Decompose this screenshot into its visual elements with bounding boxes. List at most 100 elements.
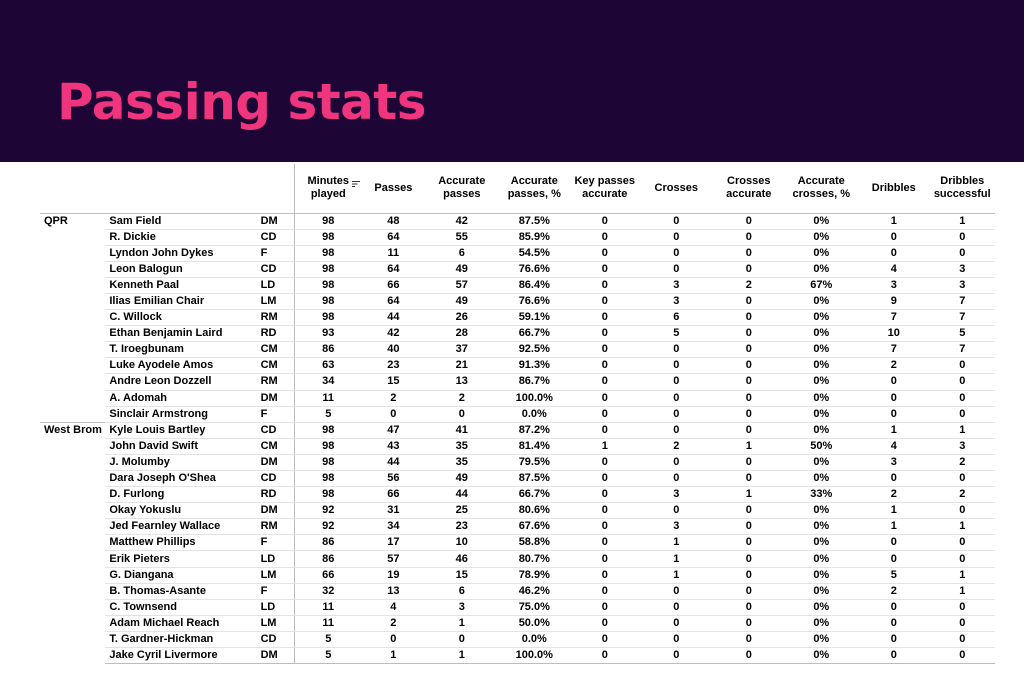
- stat-cell: 2: [858, 357, 930, 375]
- stat-cell: 0: [929, 357, 995, 375]
- stat-cell: 0%: [784, 261, 859, 278]
- stat-cell: 0: [570, 486, 640, 504]
- stat-cell: 2: [713, 277, 785, 294]
- stat-cell: 0: [570, 518, 640, 536]
- column-header-key-passes[interactable]: Key passes accurate: [570, 164, 640, 214]
- stat-cell: 85.9%: [498, 229, 571, 246]
- stat-cell: 3: [929, 261, 995, 278]
- stat-cell: 28: [425, 325, 499, 343]
- stat-cell: 0: [639, 583, 714, 600]
- column-header-minutes[interactable]: Minutes played: [294, 164, 362, 214]
- stat-cell: 0%: [784, 583, 859, 600]
- stat-cell: 92: [294, 502, 362, 520]
- stat-cell: 0: [639, 502, 714, 520]
- stat-cell: 98: [294, 486, 362, 504]
- stat-cell: 0: [570, 647, 640, 665]
- stat-cell: 0: [570, 567, 640, 584]
- player-name: G. Diangana: [105, 567, 259, 584]
- player-position: RD: [258, 325, 295, 343]
- stat-cell: 0.0%: [498, 631, 571, 649]
- column-header-accurate-passes[interactable]: Accurate passes: [425, 164, 499, 214]
- stat-cell: 67.6%: [498, 518, 571, 536]
- player-name: C. Townsend: [105, 599, 259, 616]
- stat-cell: 0: [570, 631, 640, 649]
- player-name: Dara Joseph O'Shea: [105, 470, 259, 488]
- player-position: LD: [258, 550, 295, 568]
- stat-cell: 5: [929, 325, 995, 343]
- table-row: Okay Yokuslu DM 92 31 25 80.6% 0 0 0 0% 1 0: [40, 502, 995, 520]
- stat-cell: 0%: [784, 357, 859, 375]
- stat-cell: 0: [425, 406, 499, 423]
- player-position: CM: [258, 357, 295, 375]
- column-header-crosses-accurate[interactable]: Crosses accurate: [713, 164, 785, 214]
- stat-cell: 3: [639, 486, 714, 504]
- stat-cell: 15: [361, 373, 426, 391]
- stat-cell: 0: [713, 631, 785, 649]
- stat-cell: 0: [713, 599, 785, 616]
- stat-cell: 66.7%: [498, 325, 571, 343]
- stat-cell: 0: [639, 212, 714, 230]
- stat-cell: 41: [425, 421, 499, 439]
- stat-cell: 0: [639, 245, 714, 262]
- player-name: Okay Yokuslu: [105, 502, 259, 520]
- stat-cell: 1: [858, 421, 930, 439]
- table-row: C. Townsend LD 11 4 3 75.0% 0 0 0 0% 0 0: [40, 599, 995, 616]
- player-name: Kyle Louis Bartley: [105, 421, 259, 439]
- table-row: Lyndon John Dykes F 98 11 6 54.5% 0 0 0 0% 0 0: [40, 245, 995, 262]
- stat-cell: 0: [713, 502, 785, 520]
- stat-cell: 3: [858, 277, 930, 294]
- stat-cell: 0: [639, 470, 714, 488]
- stat-cell: 0: [639, 631, 714, 649]
- stat-cell: 86: [294, 550, 362, 568]
- column-header-dribbles-successful[interactable]: Dribbles successful: [929, 164, 995, 214]
- table-row: Sinclair Armstrong F 5 0 0 0.0% 0 0 0 0% 0 0: [40, 406, 995, 423]
- stat-cell: 9: [858, 293, 930, 311]
- stat-cell: 1: [929, 567, 995, 584]
- stat-cell: 98: [294, 229, 362, 246]
- stat-cell: 80.7%: [498, 550, 571, 568]
- column-header-dribbles[interactable]: Dribbles: [858, 164, 930, 214]
- stat-cell: 0: [570, 470, 640, 488]
- column-header-crosses[interactable]: Crosses: [639, 164, 714, 214]
- player-name: Ilias Emilian Chair: [105, 293, 259, 311]
- sort-icon[interactable]: [351, 180, 360, 188]
- stat-cell: 98: [294, 438, 362, 455]
- stat-cell: 3: [929, 438, 995, 455]
- stat-cell: 44: [361, 309, 426, 327]
- stat-cell: 86.7%: [498, 373, 571, 391]
- column-header-accurate-passes-pct[interactable]: Accurate passes, %: [498, 164, 571, 214]
- table-row: T. Gardner-Hickman CD 5 0 0 0.0% 0 0 0 0% 0 0: [40, 631, 995, 649]
- column-header-accurate-crosses-pct[interactable]: Accurate crosses, %: [784, 164, 859, 214]
- stat-cell: 81.4%: [498, 438, 571, 455]
- stat-cell: 0: [570, 502, 640, 520]
- stat-cell: 0: [570, 599, 640, 616]
- header-row: Minutes played Passes Accurate passes Ac…: [40, 164, 995, 214]
- stat-cell: 0%: [784, 534, 859, 552]
- table-row: R. Dickie CD 98 64 55 85.9% 0 0 0 0% 0 0: [40, 229, 995, 246]
- table-row: Kenneth Paal LD 98 66 57 86.4% 0 3 2 67% 3 3: [40, 277, 995, 294]
- stat-cell: 0: [639, 341, 714, 359]
- stat-cell: 26: [425, 309, 499, 327]
- stat-cell: 49: [425, 470, 499, 488]
- column-header-passes[interactable]: Passes: [361, 164, 426, 214]
- stat-cell: 43: [361, 438, 426, 455]
- stat-cell: 0: [929, 373, 995, 391]
- stat-cell: 0: [570, 325, 640, 343]
- table-row: Dara Joseph O'Shea CD 98 56 49 87.5% 0 0 0 0% 0 0: [40, 470, 995, 488]
- stat-cell: 2: [361, 390, 426, 407]
- stat-cell: 0: [570, 373, 640, 391]
- stat-cell: 57: [361, 550, 426, 568]
- stat-cell: 4: [361, 599, 426, 616]
- stat-cell: 3: [639, 518, 714, 536]
- stat-cell: 4: [858, 261, 930, 278]
- stat-cell: 50.0%: [498, 615, 571, 632]
- stat-cell: 0: [570, 229, 640, 246]
- stat-cell: 11: [361, 245, 426, 262]
- stat-cell: 0: [929, 534, 995, 552]
- stat-cell: 7: [929, 293, 995, 311]
- stat-cell: 0: [570, 550, 640, 568]
- stat-cell: 0: [570, 406, 640, 423]
- player-position: CM: [258, 341, 295, 359]
- stat-cell: 10: [425, 534, 499, 552]
- stat-cell: 40: [361, 341, 426, 359]
